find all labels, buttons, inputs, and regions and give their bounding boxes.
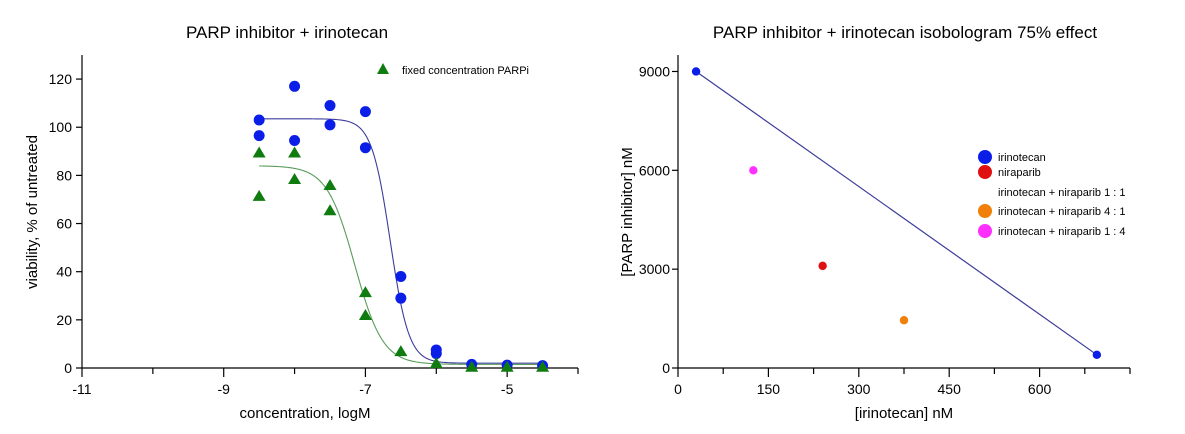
data-point-triangle bbox=[288, 146, 302, 158]
y-tick-label: 120 bbox=[49, 71, 73, 87]
y-axis-label: viability, % of untreated bbox=[24, 135, 41, 289]
data-point-circle bbox=[253, 130, 265, 142]
x-axis-label: concentration, logM bbox=[240, 405, 371, 422]
y-ticks: 0 20 40 60 80 100 120 bbox=[49, 71, 82, 376]
legend-marker bbox=[978, 204, 992, 218]
x-tick-label: -7 bbox=[359, 381, 372, 397]
x-ticks: 0 150 300 450 600 bbox=[674, 368, 1131, 397]
data-points bbox=[252, 80, 550, 372]
data-point-circle bbox=[324, 119, 336, 131]
data-point-circle bbox=[359, 142, 371, 154]
x-ticks: -11 -9 -7 -5 bbox=[72, 368, 579, 397]
legend-marker-triangle bbox=[377, 63, 389, 74]
isobologram-chart: PARP inhibitor + irinotecan isobologram … bbox=[619, 23, 1131, 422]
additivity-line bbox=[695, 70, 1098, 356]
data-point-circle bbox=[324, 100, 336, 112]
data-point-triangle bbox=[323, 179, 337, 191]
legend-label: niraparib bbox=[998, 167, 1041, 179]
y-tick-label: 3000 bbox=[639, 261, 670, 277]
legend-marker bbox=[978, 150, 992, 164]
x-tick-label: 150 bbox=[757, 381, 781, 397]
dose-response-chart: PARP inhibitor + irinotecan 0 20 40 60 80 100… bbox=[24, 23, 579, 422]
data-point-circle bbox=[430, 348, 442, 360]
chart-title: PARP inhibitor + irinotecan bbox=[186, 23, 388, 42]
data-point bbox=[818, 261, 827, 271]
x-axis-label: [irinotecan] nM bbox=[855, 405, 953, 422]
data-point-triangle bbox=[252, 146, 266, 158]
data-point bbox=[899, 316, 909, 325]
x-tick-label: 600 bbox=[1028, 381, 1052, 397]
fit-curve bbox=[259, 118, 543, 364]
y-tick-label: 0 bbox=[662, 360, 670, 376]
y-ticks: 0 3000 6000 9000 bbox=[639, 63, 678, 376]
x-tick-label: -5 bbox=[501, 381, 514, 397]
data-point-triangle bbox=[429, 357, 443, 369]
chart-title: PARP inhibitor + irinotecan isobologram … bbox=[713, 23, 1097, 42]
data-point-circle bbox=[395, 292, 407, 304]
y-tick-label: 40 bbox=[56, 264, 72, 280]
data-point-circle bbox=[289, 134, 301, 146]
data-point-triangle bbox=[358, 286, 372, 298]
data-point-triangle bbox=[394, 345, 408, 357]
data-point-triangle bbox=[358, 309, 372, 321]
legend-marker bbox=[978, 165, 992, 179]
y-tick-label: 6000 bbox=[639, 162, 670, 178]
x-tick-label: 0 bbox=[674, 381, 682, 397]
data-point-circle bbox=[359, 106, 371, 118]
data-point-triangle bbox=[536, 360, 550, 372]
legend-label: fixed concentration PARPi bbox=[402, 65, 529, 77]
data-point bbox=[1092, 350, 1102, 360]
legend: fixed concentration PARPi bbox=[377, 63, 529, 77]
y-tick-label: 9000 bbox=[639, 63, 670, 79]
x-tick-label: 300 bbox=[847, 381, 871, 397]
legend-marker bbox=[978, 224, 992, 238]
data-point-circle bbox=[395, 271, 407, 283]
y-tick-label: 60 bbox=[56, 216, 72, 232]
data-point bbox=[749, 166, 758, 175]
y-tick-label: 20 bbox=[56, 312, 72, 328]
data-point-triangle bbox=[252, 189, 266, 201]
legend-label: irinotecan + niraparib 1 : 1 bbox=[998, 187, 1126, 199]
x-tick-label: -9 bbox=[217, 381, 230, 397]
legend-label: irinotecan + niraparib 4 : 1 bbox=[998, 206, 1126, 218]
x-tick-label: -11 bbox=[72, 381, 91, 397]
data-point-triangle bbox=[500, 360, 514, 372]
y-tick-label: 100 bbox=[49, 119, 73, 135]
fit-curve bbox=[259, 165, 543, 365]
y-tick-label: 0 bbox=[64, 360, 72, 376]
data-point-triangle bbox=[288, 172, 302, 184]
fit-curves bbox=[259, 118, 543, 365]
x-tick-label: 450 bbox=[938, 381, 962, 397]
data-points bbox=[691, 67, 1102, 360]
data-point-triangle bbox=[323, 204, 337, 216]
data-point bbox=[691, 67, 701, 76]
y-axis-label: [PARP inhibitor] nM bbox=[619, 147, 636, 277]
data-point-triangle bbox=[465, 360, 479, 372]
legend-label: irinotecan bbox=[998, 152, 1046, 164]
data-point-circle bbox=[253, 114, 265, 126]
legend: irinotecan niraparib irinotecan + nirapari… bbox=[978, 150, 1126, 238]
data-point-circle bbox=[289, 80, 301, 92]
y-tick-label: 80 bbox=[56, 167, 72, 183]
legend-label: irinotecan + niraparib 1 : 4 bbox=[998, 226, 1126, 238]
